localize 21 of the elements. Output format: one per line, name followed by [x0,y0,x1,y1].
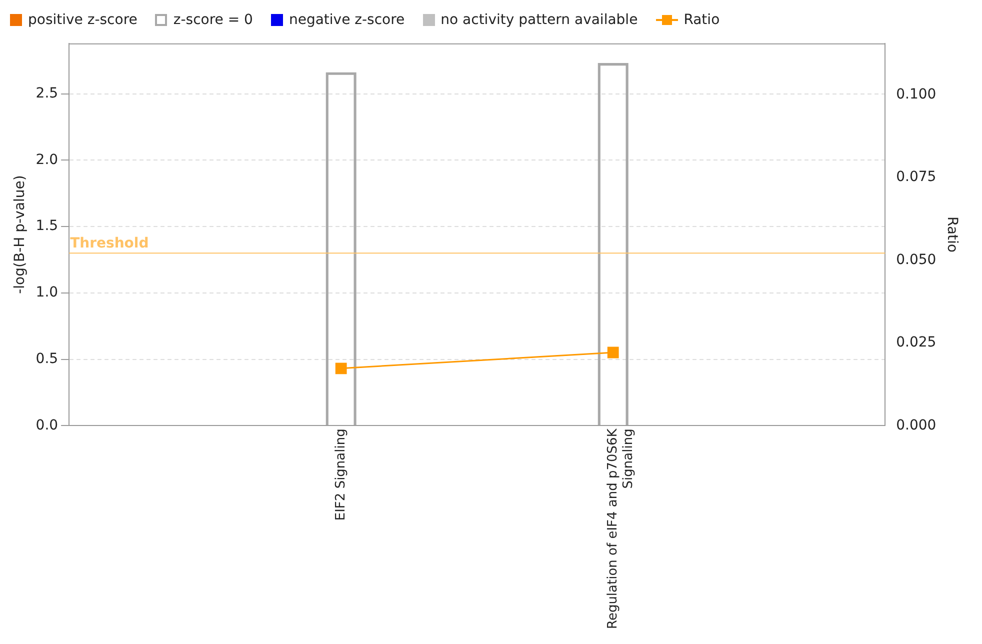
legend-label: negative z-score [288,12,405,28]
y2-tick-label: 0.025 [896,334,936,351]
y2-tick-label: 0.100 [896,86,936,102]
legend-label: positive z-score [28,12,138,28]
y-tick-label: 1.5 [36,218,58,234]
x-tick-label: EIF2 Signaling [333,428,348,521]
y-tick-label: 1.0 [36,284,58,301]
legend-label: Ratio [684,12,720,28]
y2-axis-title: Ratio [944,216,960,252]
y-tick-label: 0.0 [36,417,58,434]
legend-label: z-score = 0 [173,12,253,28]
y2-tick-label: 0.075 [896,169,936,186]
y-tick-label: 2.5 [36,85,58,102]
y-axis-title: -log(B-H p-value) [12,175,28,294]
x-tick-label: Regulation of eIF4 and p70S6K Signaling [605,428,636,629]
y-tick-label: 0.5 [36,350,58,367]
y2-tick-label: 0.050 [896,252,936,268]
legend-label: no activity pattern available [440,12,638,28]
y-tick-label: 2.0 [36,152,58,168]
ref-line-label: Threshold [70,236,149,252]
y2-tick-label: 0.000 [896,417,936,434]
